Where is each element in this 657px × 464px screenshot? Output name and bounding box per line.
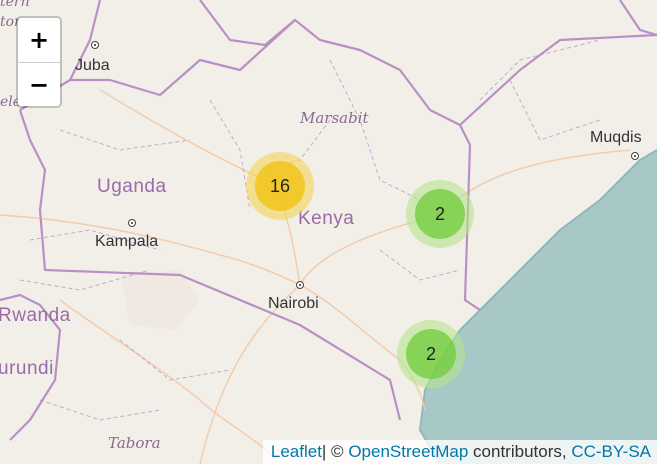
city-marker-muqdisho	[631, 152, 639, 160]
cc-by-sa-link[interactable]: CC-BY-SA	[571, 442, 651, 461]
label-uganda: Uganda	[97, 176, 167, 197]
marker-cluster-16[interactable]: 16	[246, 152, 314, 220]
label-muqdisho: Muqdis	[590, 129, 642, 146]
zoom-in-button[interactable]: +	[18, 18, 60, 63]
label-kenya: Kenya	[298, 208, 355, 229]
label-eritrea-fragment: tern	[0, 0, 30, 10]
city-marker-kampala	[128, 219, 136, 227]
marker-cluster-2[interactable]: 2	[406, 180, 474, 248]
marker-cluster-count: 2	[406, 329, 456, 379]
leaflet-link[interactable]: Leaflet	[270, 442, 322, 461]
attribution-separator: | ©	[321, 442, 349, 461]
label-juba: Juba	[75, 57, 110, 74]
zoom-control: + −	[16, 16, 62, 108]
label-kampala: Kampala	[95, 233, 159, 250]
city-marker-nairobi	[296, 281, 304, 289]
label-marsabit: Marsabit	[300, 109, 369, 127]
lake-victoria	[120, 270, 200, 330]
attribution-contributors: contributors,	[468, 442, 572, 461]
label-west-fragment: ele	[0, 94, 22, 110]
indian-ocean	[420, 150, 657, 464]
label-north-fragment: tor	[0, 14, 21, 30]
marker-cluster-count: 2	[415, 189, 465, 239]
label-rwanda: Rwanda	[0, 305, 71, 326]
marker-cluster-count: 16	[255, 161, 305, 211]
openstreetmap-link[interactable]: OpenStreetMap	[348, 442, 469, 461]
city-marker-juba	[91, 41, 99, 49]
marker-cluster-2[interactable]: 2	[397, 320, 465, 388]
label-nairobi: Nairobi	[268, 295, 319, 312]
zoom-out-button[interactable]: −	[28, 71, 50, 99]
label-burundi: urundi	[0, 358, 54, 379]
attribution: Leaflet | © OpenStreetMap contributors, …	[262, 440, 657, 464]
label-tabora: Tabora	[108, 434, 161, 452]
